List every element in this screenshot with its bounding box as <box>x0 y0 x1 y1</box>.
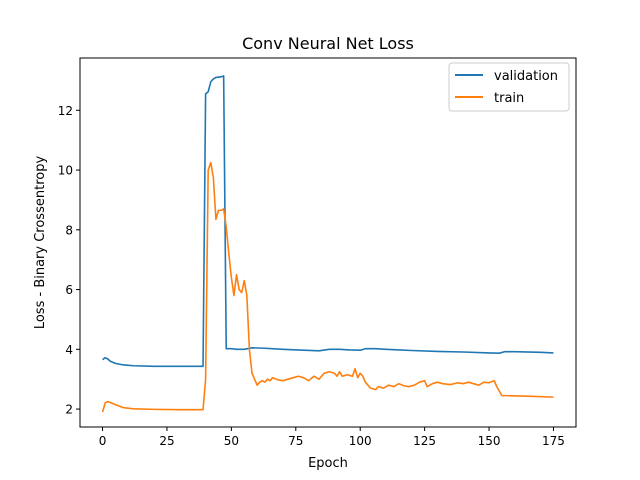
x-tick-label: 0 <box>99 434 107 448</box>
x-axis-label: Epoch <box>308 456 348 471</box>
y-axis-ticks: 2 4 6 8 10 12 <box>58 104 80 417</box>
y-tick-label: 10 <box>58 164 73 178</box>
x-tick-label: 150 <box>478 434 501 448</box>
y-tick-label: 8 <box>65 223 73 237</box>
legend: validation train <box>448 62 570 112</box>
series-line-train <box>101 161 554 413</box>
plot-lines <box>101 75 554 413</box>
x-tick-label: 100 <box>349 434 372 448</box>
chart-title: Conv Neural Net Loss <box>242 34 414 53</box>
y-axis-label: Loss - Binary Crossentropy <box>33 156 48 330</box>
x-tick-label: 75 <box>288 434 303 448</box>
x-tick-label: 50 <box>224 434 239 448</box>
x-tick-label: 25 <box>159 434 174 448</box>
y-tick-label: 12 <box>58 104 73 118</box>
y-tick-label: 2 <box>65 403 73 417</box>
x-tick-label: 175 <box>542 434 565 448</box>
x-tick-label: 125 <box>413 434 436 448</box>
series-line-validation <box>102 75 554 368</box>
y-tick-label: 4 <box>65 343 73 357</box>
x-axis-ticks: 0 25 50 75 100 125 150 175 <box>99 427 565 448</box>
legend-validation-label: validation <box>494 69 558 84</box>
axes-frame <box>79 57 577 428</box>
legend-train-label: train <box>494 91 524 106</box>
y-tick-label: 6 <box>65 283 73 297</box>
